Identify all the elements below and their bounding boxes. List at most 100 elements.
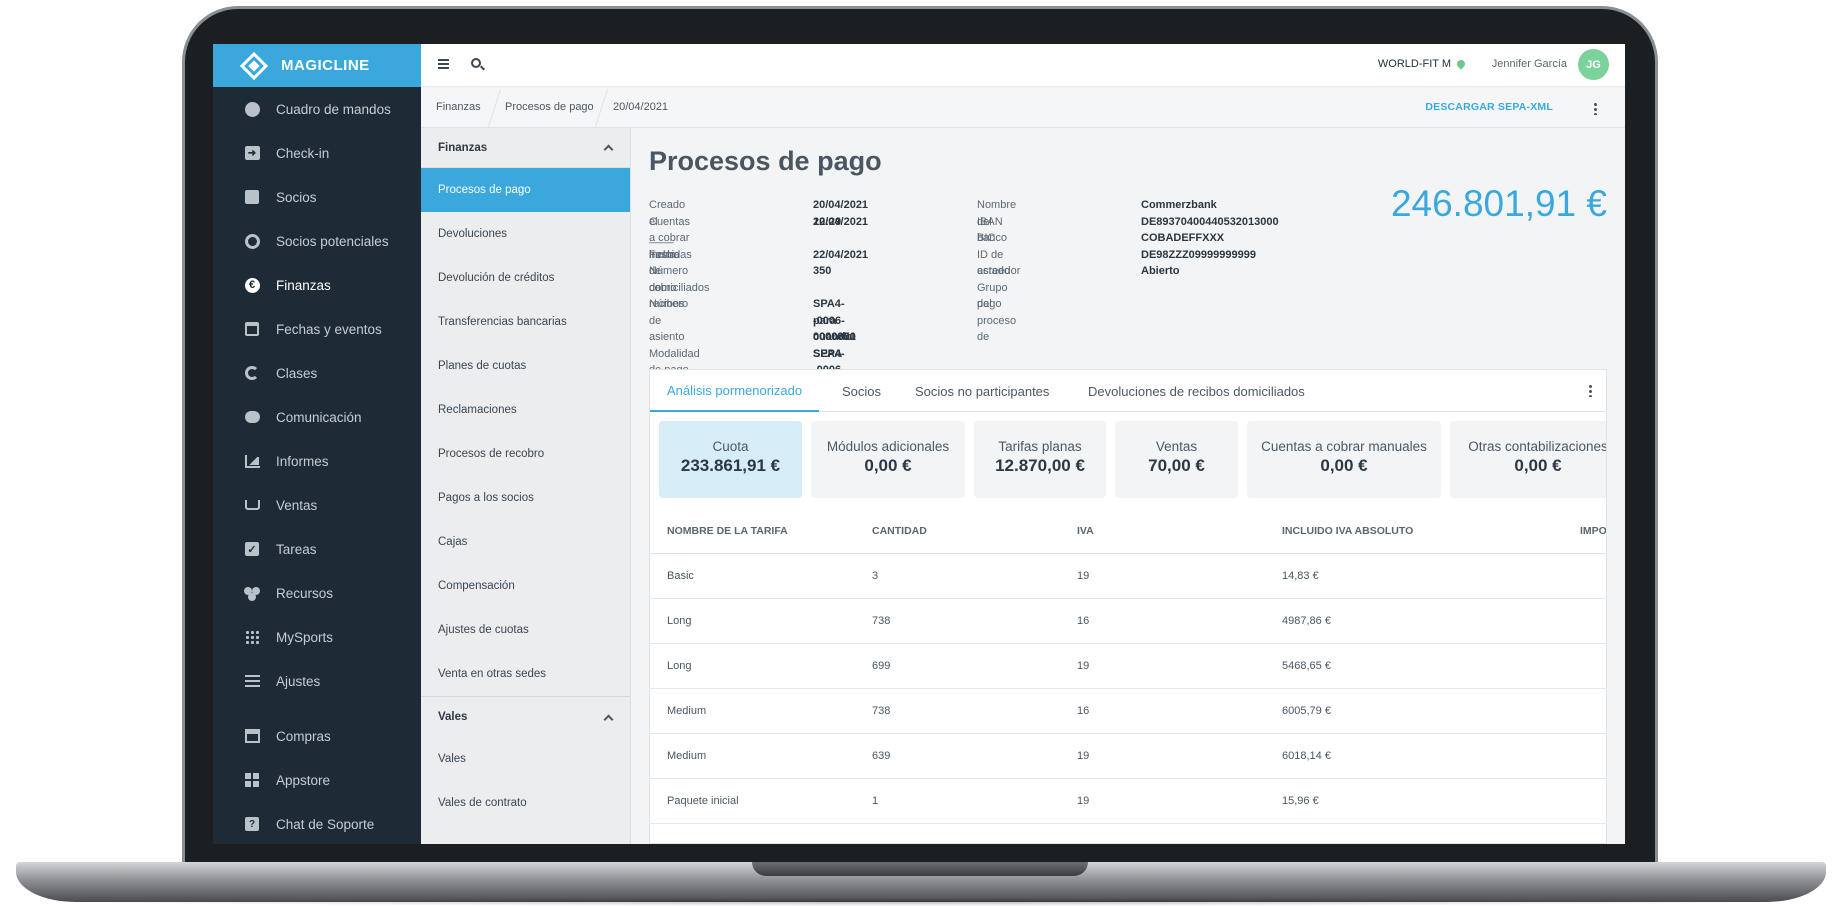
column-header-incluido-iva[interactable]: INCLUIDO IVA ABSOLUTO (1282, 525, 1414, 537)
label-cuentas-a-cobrar: Cuentas a cobrar hasta (649, 215, 690, 261)
magicline-logo-icon (239, 51, 269, 81)
sidebar-item-socios-potenciales[interactable]: Socios potenciales (213, 219, 421, 263)
subnav-item-ajustes-de-cuotas[interactable]: Ajustes de cuotas (438, 624, 529, 636)
subnav-item-compensacion[interactable]: Compensación (438, 580, 515, 592)
hamburger-menu-icon[interactable] (438, 59, 449, 69)
tile-label: Ventas (1155, 439, 1198, 454)
sidebar-item-recursos[interactable]: Recursos (213, 571, 421, 615)
tab-devoluciones-de-recibos[interactable]: Devoluciones de recibos domiciliados (1088, 383, 1305, 399)
sidebar-item-chat-de-soporte[interactable]: ? Chat de Soporte (213, 802, 421, 844)
page-title: Procesos de pago (649, 146, 882, 176)
sidebar-item-informes[interactable]: Informes (213, 439, 421, 483)
cell-cantidad: 738 (872, 615, 891, 627)
dashboard-icon (244, 101, 260, 117)
breadcrumb-date: 20/04/2021 (613, 101, 669, 113)
subnav-item-vales-de-contrato[interactable]: Vales de contrato (438, 797, 527, 809)
location-selector[interactable]: WORLD-FIT M (1378, 58, 1467, 70)
tile-otras-contabilizaciones[interactable]: Otras contabilizaciones 0,00 € (1450, 421, 1606, 498)
sidebar-item-mysports[interactable]: MySports (213, 615, 421, 659)
more-options-icon[interactable] (1594, 102, 1597, 115)
subnav-item-cajas[interactable]: Cajas (438, 536, 468, 548)
subnav-item-devolucion-de-creditos[interactable]: Devolución de créditos (438, 272, 555, 284)
value-nombre-del-banco: Commerzbank (1141, 199, 1217, 211)
label-iban: IBAN (977, 215, 1003, 228)
value-creado-el: 20/04/2021 12:29 (813, 199, 869, 228)
subnav-item-procesos-de-recobro[interactable]: Procesos de recobro (438, 448, 545, 460)
tab-socios-no-participantes[interactable]: Socios no participantes (915, 383, 1050, 399)
user-name[interactable]: Jennifer García (1491, 58, 1567, 70)
subnav-item-vales[interactable]: Vales (438, 753, 466, 765)
label-nombre-del-banco: Nombre del banco (977, 199, 1017, 244)
tile-ventas[interactable]: Ventas 70,00 € (1115, 421, 1238, 498)
sidebar-item-tareas[interactable]: ✓ Tareas (213, 527, 421, 571)
tab-analisis-pormenorizado[interactable]: Análisis pormenorizado (650, 370, 820, 412)
chevron-up-icon[interactable] (603, 714, 614, 724)
tab-socios[interactable]: Socios (842, 383, 882, 399)
tile-cuentas-a-cobrar-manuales[interactable]: Cuentas a cobrar manuales 0,00 € (1247, 421, 1441, 498)
column-header-iva[interactable]: IVA (1077, 525, 1094, 537)
cell-iva: 16 (1077, 705, 1090, 717)
column-header-nombre[interactable]: NOMBRE DE LA TARIFA (667, 525, 788, 537)
subnav-item-planes-de-cuotas[interactable]: Planes de cuotas (438, 360, 527, 372)
cell-iva: 16 (1077, 615, 1090, 627)
value-fecha-de-cobro: 22/04/2021 (813, 248, 869, 261)
subnav-item-transferencias-bancarias[interactable]: Transferencias bancarias (438, 316, 567, 328)
sidebar-item-appstore[interactable]: Appstore (213, 758, 421, 802)
table-row[interactable]: Paquete inicial 1 19 15,96 € (650, 779, 1606, 824)
cart-icon (244, 497, 260, 513)
label-numero-de-asiento: Número de asiento (649, 298, 689, 343)
cell-nombre: Long (667, 615, 692, 627)
sidebar-item-comunicacion[interactable]: Comunicación (213, 395, 421, 439)
sidebar-item-fechas-y-eventos[interactable]: Fechas y eventos (213, 307, 421, 351)
table-row[interactable]: Long 738 16 4987,86 € (650, 599, 1606, 644)
cell-nombre: Long (667, 660, 692, 672)
sidebar-item-clases[interactable]: Clases (213, 351, 421, 395)
sidebar-item-label: Clases (276, 365, 318, 381)
value-numero-de-asiento-3: 0000350 (813, 331, 856, 343)
tab-more-options-icon[interactable] (1589, 384, 1592, 397)
label-fecha-de-cobro: Fecha de cobro (649, 248, 680, 294)
label-incluidas: ____ incluidas (649, 232, 692, 261)
sidebar-item-label: Socios (276, 189, 317, 205)
subnav-section-finanzas[interactable]: Finanzas (421, 128, 630, 168)
subnav-item-venta-en-otras-sedes[interactable]: Venta en otras sedes (438, 668, 547, 680)
subnav-item-procesos-de-pago[interactable]: Procesos de pago (421, 168, 630, 212)
subnav-item-reclamaciones[interactable]: Reclamaciones (438, 404, 517, 416)
table-row[interactable]: Basic 3 19 14,83 € (650, 554, 1606, 599)
sidebar-nav: Cuadro de mandos ➜ Check-in Socios Socios… (213, 87, 421, 844)
column-header-cantidad[interactable]: CANTIDAD (872, 525, 927, 537)
brand-header[interactable]: MAGICLINE (213, 44, 421, 87)
brand-name: MAGICLINE (281, 57, 370, 74)
search-icon[interactable] (471, 58, 481, 68)
avatar[interactable]: JG (1578, 49, 1609, 80)
analysis-card: Análisis pormenorizado Socios Socios no … (649, 369, 1607, 844)
label-grupo-del-proceso: Grupo del proceso de (977, 281, 1017, 344)
cell-cantidad: 639 (872, 750, 891, 762)
sidebar-item-finanzas[interactable]: € Finanzas (213, 263, 421, 307)
breadcrumb-finanzas[interactable]: Finanzas (436, 101, 481, 113)
subnav-item-pagos-a-los-socios[interactable]: Pagos a los socios (438, 492, 534, 504)
sidebar-item-compras[interactable]: Compras (213, 714, 421, 758)
tile-tarifas-planas[interactable]: Tarifas planas 12.870,00 € (974, 421, 1106, 498)
sidebar-item-socios[interactable]: Socios (213, 175, 421, 219)
breadcrumb-procesos-de-pago[interactable]: Procesos de pago (505, 101, 594, 113)
cell-cantidad: 738 (872, 705, 891, 717)
column-header-importe[interactable]: IMPORTE (1580, 525, 1607, 537)
subnav-section-vales[interactable]: Vales (421, 697, 630, 737)
sidebar-item-ajustes[interactable]: Ajustes (213, 659, 421, 703)
cell-iva: 19 (1077, 750, 1090, 762)
tile-modulos-adicionales[interactable]: Módulos adicionales 0,00 € (811, 421, 965, 498)
table-row[interactable]: Medium 738 16 6005,79 € (650, 689, 1606, 734)
cell-incluido-iva: 6018,14 € (1282, 750, 1331, 762)
value-iban: DE89370400440532013000 (1141, 215, 1279, 228)
tile-cuota[interactable]: Cuota 233.861,91 € (659, 421, 802, 498)
breadcrumb: Finanzas Procesos de pago 20/04/2021 DES… (421, 87, 1625, 128)
table-row[interactable]: Long 699 19 5468,65 € (650, 644, 1606, 689)
download-sepa-xml-button[interactable]: DESCARGAR SEPA-XML (1425, 101, 1553, 113)
table-row[interactable]: Medium 639 19 6018,14 € (650, 734, 1606, 779)
subnav-item-devoluciones[interactable]: Devoluciones (438, 228, 508, 240)
sidebar-item-ventas[interactable]: Ventas (213, 483, 421, 527)
chevron-up-icon[interactable] (603, 144, 614, 155)
sidebar-item-cuadro-de-mandos[interactable]: Cuadro de mandos (213, 87, 421, 131)
sidebar-item-check-in[interactable]: ➜ Check-in (213, 131, 421, 175)
